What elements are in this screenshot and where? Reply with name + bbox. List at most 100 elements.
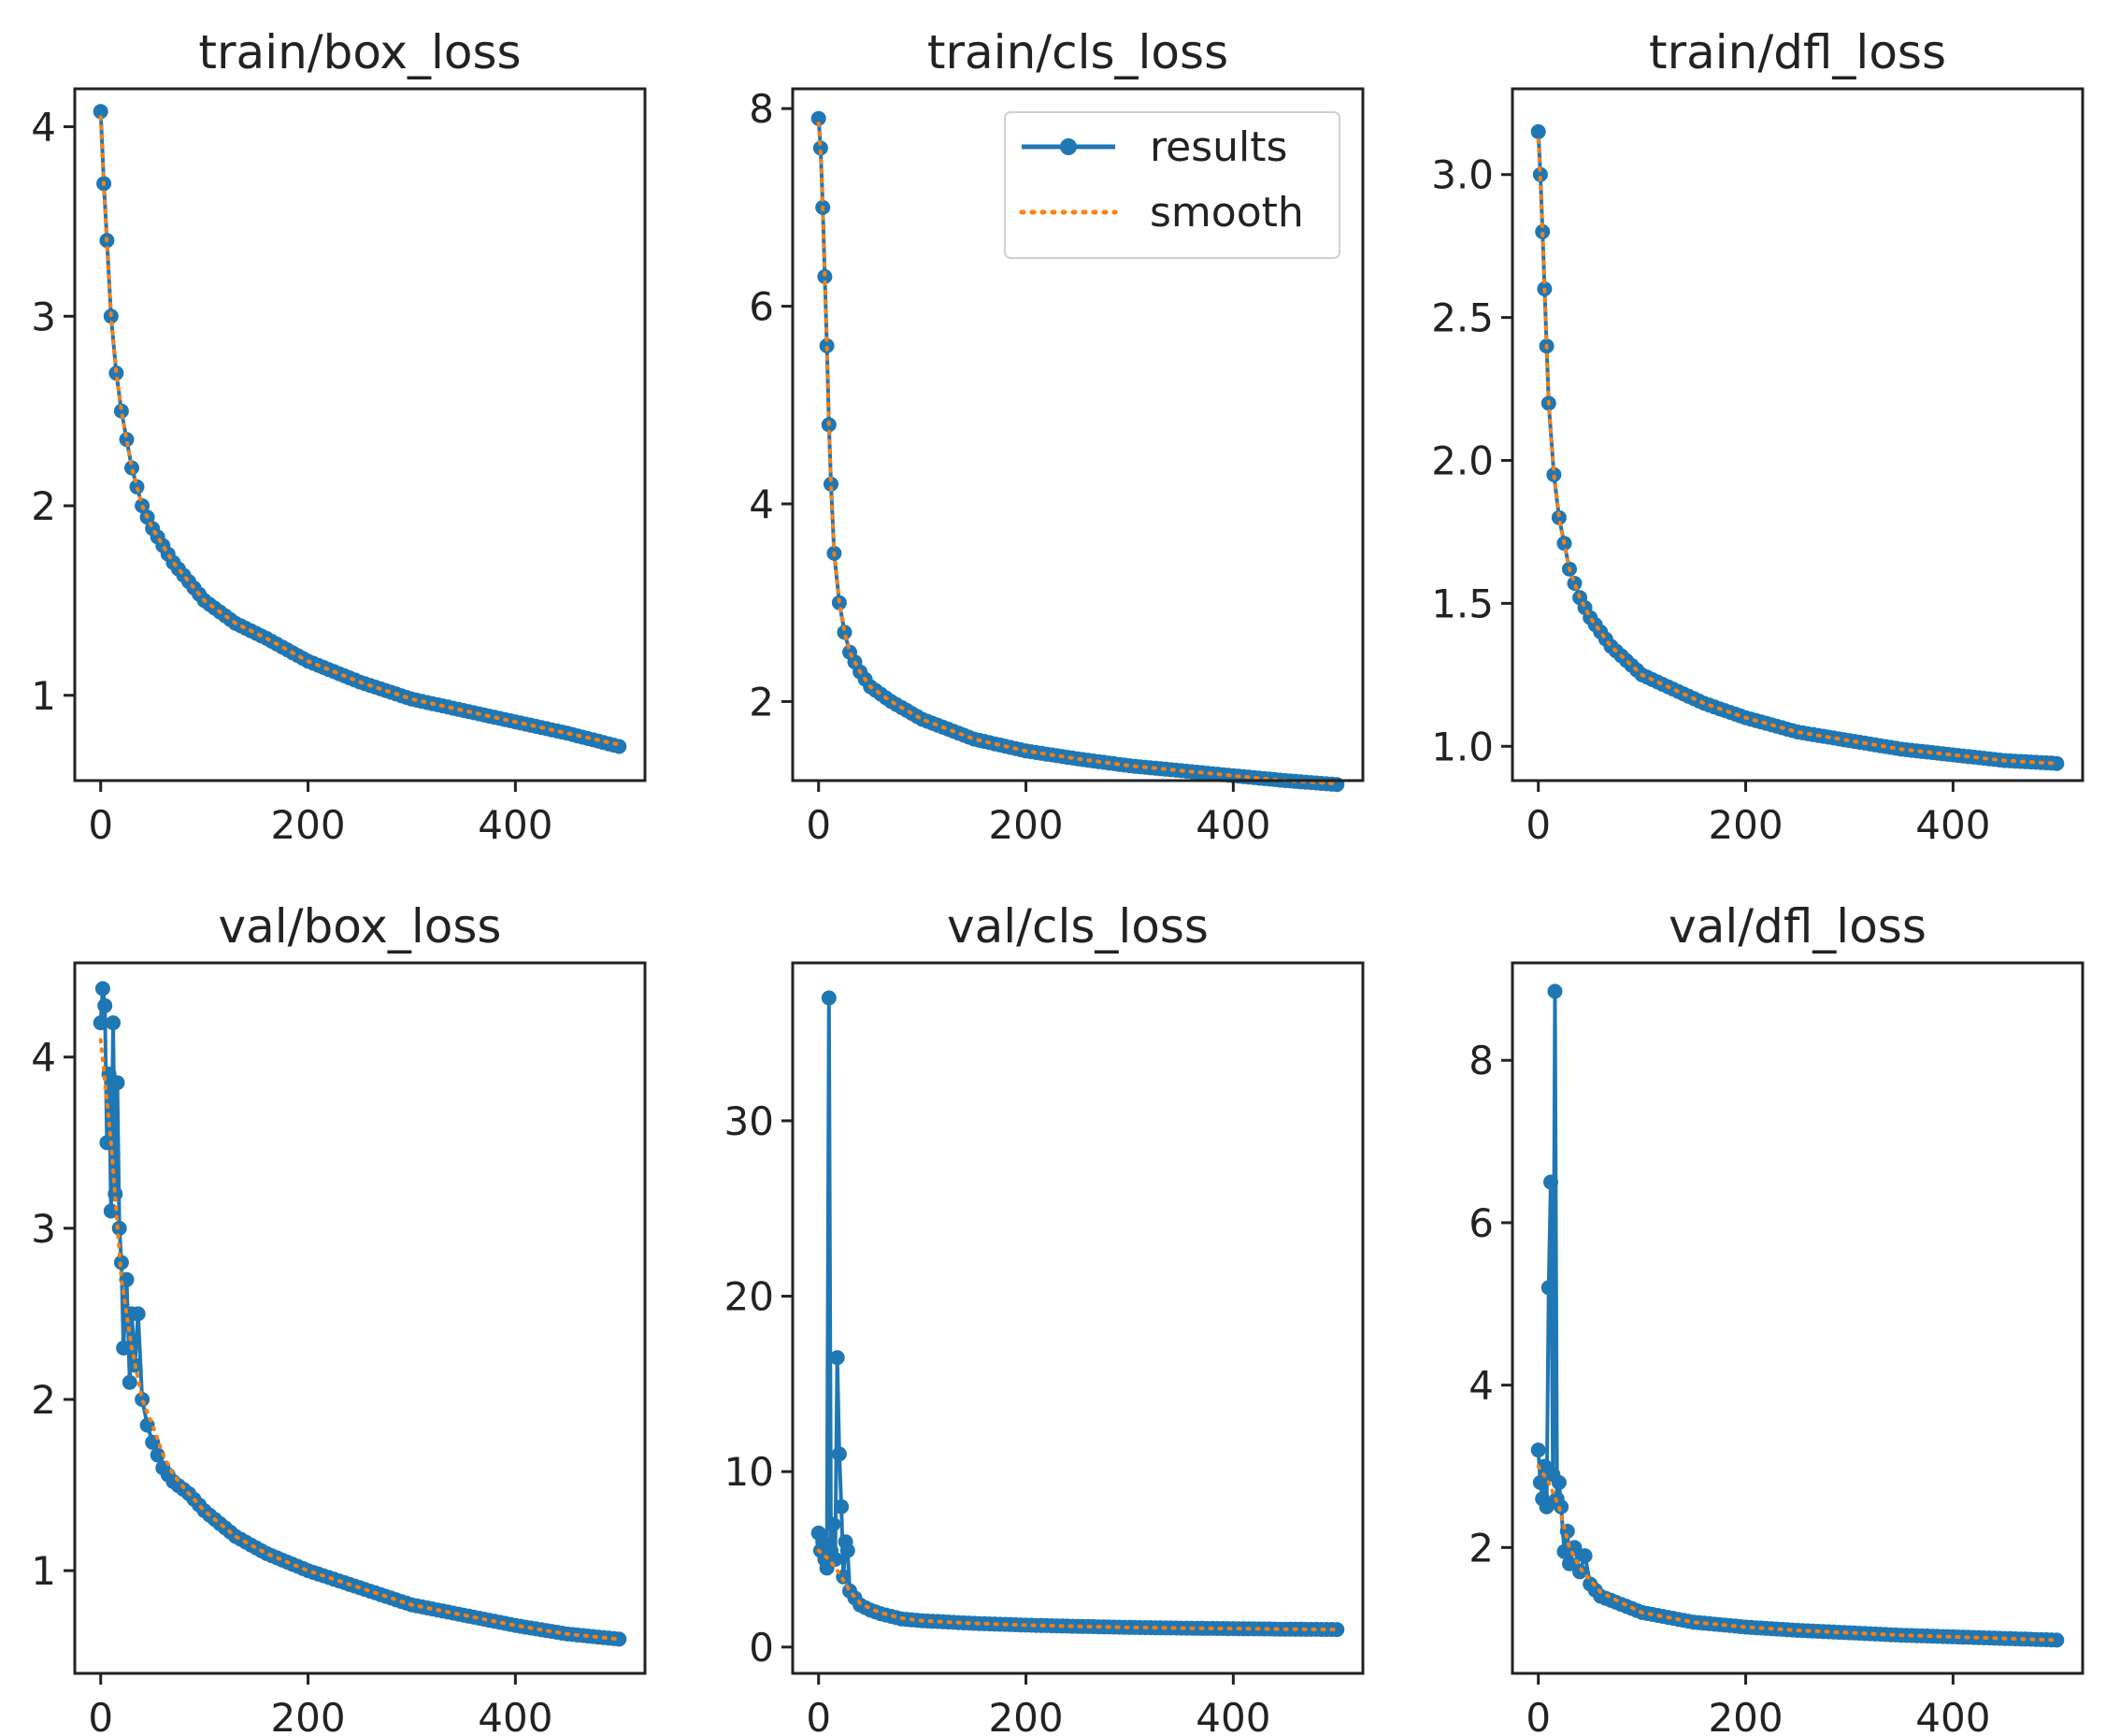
results-data-point <box>611 1631 627 1647</box>
x-tick-label: 0 <box>88 802 113 848</box>
x-tick-label: 200 <box>988 802 1063 848</box>
axes-frame <box>1511 961 2085 1675</box>
results-data-point <box>825 1516 841 1532</box>
subplot-title: train/cls_loss <box>927 25 1228 79</box>
legend-results-label: results <box>1150 123 1287 171</box>
results-data-point <box>94 981 110 997</box>
smooth-series-line <box>98 1038 622 1642</box>
x-tick-label: 0 <box>1526 1695 1551 1736</box>
smooth-series-line <box>816 1548 1340 1632</box>
axes-frame <box>73 961 647 1675</box>
legend-results-marker-icon <box>1060 138 1077 155</box>
legend: results smooth <box>1004 111 1340 259</box>
y-tick-label: 2 <box>31 1377 56 1423</box>
y-tick-label: 2.0 <box>1431 438 1494 484</box>
subplot-title: val/box_loss <box>219 899 502 954</box>
results-data-point <box>827 1552 843 1567</box>
y-tick-label: 10 <box>724 1449 774 1495</box>
results-data-point <box>1547 983 1563 999</box>
subplot-train-box-loss: train/box_loss 0 200 400 1 2 3 4 <box>31 25 647 848</box>
results-data-point <box>1554 1499 1569 1514</box>
results-data-point <box>130 1306 146 1322</box>
results-data-point <box>93 1015 108 1031</box>
results-data-point <box>108 366 124 381</box>
results-data-point <box>2049 1632 2065 1648</box>
results-data-point <box>1567 1540 1583 1556</box>
x-tick-label: 400 <box>1915 1695 1990 1736</box>
y-tick-label: 3 <box>31 1206 56 1252</box>
axes-frame <box>1511 87 2085 782</box>
results-data-point <box>824 476 838 492</box>
results-data-point <box>1567 576 1583 591</box>
results-data-point <box>124 460 139 476</box>
results-data-point <box>113 403 129 419</box>
y-tick-label: 4 <box>31 105 56 151</box>
results-data-point <box>122 1374 137 1390</box>
results-data-point <box>1543 1174 1558 1190</box>
subplot-title: val/cls_loss <box>947 899 1209 954</box>
results-data-point <box>834 1499 850 1514</box>
axes-frame <box>791 961 1365 1675</box>
y-tick-label: 8 <box>1468 1038 1494 1083</box>
results-data-point <box>831 1446 847 1462</box>
y-tick-label: 30 <box>724 1098 774 1144</box>
results-series-line <box>98 986 620 1642</box>
x-tick-label: 400 <box>478 802 552 848</box>
x-tick-label: 200 <box>988 1695 1063 1736</box>
results-series-line <box>98 111 620 749</box>
smooth-series-line <box>98 115 622 747</box>
y-tick-label: 6 <box>749 284 774 330</box>
y-tick-label: 2.5 <box>1431 295 1494 341</box>
y-tick-label: 1 <box>31 1548 56 1594</box>
subplot-train-cls-loss: train/cls_loss 0 200 400 2 4 6 8 <box>749 25 1365 848</box>
results-data-point <box>93 104 108 120</box>
subplot-val-box-loss: val/box_loss 0 200 400 1 2 3 4 <box>31 899 647 1736</box>
y-tick-label: 3.0 <box>1431 152 1494 198</box>
results-data-point <box>817 268 833 284</box>
y-tick-label: 1 <box>31 673 56 719</box>
axes-frame <box>791 87 1365 782</box>
y-tick-label: 4 <box>749 481 774 527</box>
results-data-point <box>1539 1499 1554 1514</box>
x-tick-label: 400 <box>478 1695 552 1736</box>
results-data-point <box>1562 1556 1577 1571</box>
y-tick-label: 1.0 <box>1431 724 1494 769</box>
results-data-point <box>119 432 135 448</box>
subplot-val-cls-loss: val/cls_loss 0 200 400 0 10 20 30 <box>724 899 1365 1736</box>
subplot-val-dfl-loss: val/dfl_loss 0 200 400 2 4 6 8 <box>1468 899 2085 1736</box>
results-data-point <box>116 1341 132 1356</box>
y-tick-label: 8 <box>749 86 774 132</box>
subplot-title: val/dfl_loss <box>1669 899 1927 954</box>
results-data-point <box>109 1075 125 1091</box>
results-data-point <box>1532 166 1548 182</box>
subplot-title: train/dfl_loss <box>1649 25 1946 79</box>
results-data-point <box>810 110 826 126</box>
x-tick-label: 200 <box>1708 802 1783 848</box>
results-data-point <box>106 1015 121 1031</box>
results-series-line <box>1536 989 2057 1643</box>
y-tick-label: 4 <box>31 1035 56 1081</box>
results-data-point <box>839 1542 855 1558</box>
results-data-point <box>1540 1280 1556 1296</box>
x-tick-label: 400 <box>1915 802 1990 848</box>
y-tick-label: 1.5 <box>1431 581 1494 626</box>
axes-frame <box>73 87 647 782</box>
x-tick-label: 400 <box>1196 802 1270 848</box>
y-tick-label: 0 <box>749 1625 774 1671</box>
x-tick-label: 400 <box>1196 1695 1270 1736</box>
results-data-point <box>107 1186 123 1202</box>
y-tick-label: 2 <box>31 483 56 529</box>
results-series-line <box>1536 131 2057 766</box>
results-data-point <box>150 1447 165 1463</box>
x-tick-label: 200 <box>270 802 345 848</box>
results-data-point <box>829 1350 845 1366</box>
x-tick-label: 0 <box>88 1695 113 1736</box>
results-data-point <box>97 997 113 1013</box>
results-data-point <box>2049 755 2065 771</box>
results-series-line <box>816 996 1338 1632</box>
y-tick-label: 2 <box>749 679 774 725</box>
results-data-point <box>1572 1564 1588 1580</box>
smooth-series-line <box>816 122 1340 786</box>
results-data-point <box>611 739 627 754</box>
